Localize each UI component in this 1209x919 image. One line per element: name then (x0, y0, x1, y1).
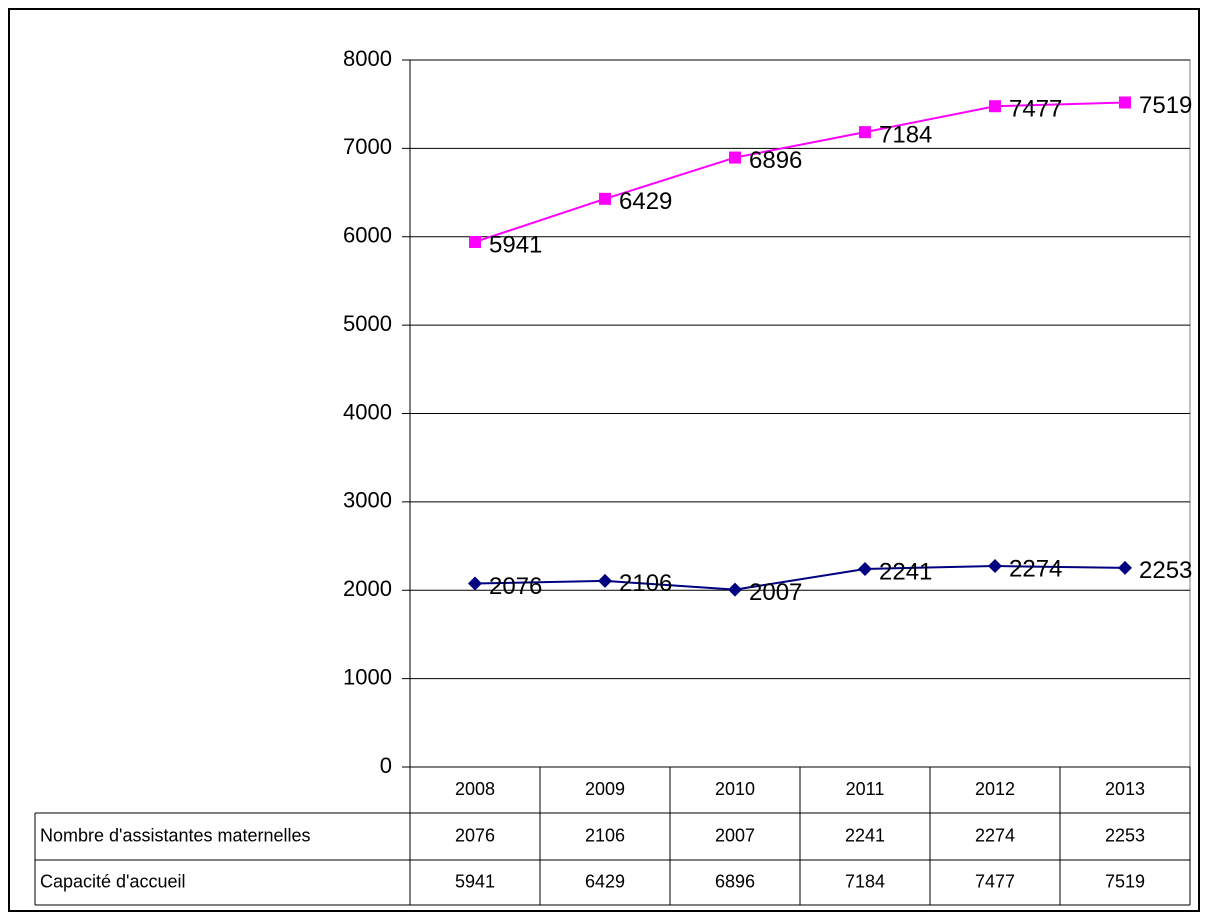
x-tick-label: 2009 (585, 779, 625, 799)
marker (859, 126, 871, 139)
marker (728, 582, 742, 597)
data-label: 2007 (749, 579, 802, 606)
table-cell: 6896 (715, 871, 755, 891)
table-cell: 7477 (975, 871, 1015, 891)
data-label: 2253 (1139, 557, 1192, 584)
table-cell: 2241 (845, 825, 885, 845)
y-tick-label: 7000 (343, 134, 392, 159)
table-cell: 7519 (1105, 871, 1145, 891)
y-tick-label: 4000 (343, 399, 392, 424)
data-label: 2274 (1009, 555, 1062, 582)
y-tick-label: 6000 (343, 223, 392, 248)
marker (469, 235, 481, 248)
marker (729, 151, 741, 164)
data-label: 2076 (489, 573, 542, 600)
marker (468, 576, 482, 591)
legend-label: Capacité d'accueil (40, 871, 186, 891)
marker (598, 573, 612, 588)
data-label: 5941 (489, 231, 542, 258)
legend-label: Nombre d'assistantes maternelles (40, 825, 311, 845)
data-label: 7184 (879, 121, 932, 148)
marker (1118, 560, 1132, 575)
marker (988, 559, 1002, 574)
y-tick-label: 0 (380, 753, 392, 778)
data-label: 6896 (749, 147, 802, 174)
marker (1119, 96, 1131, 109)
series-line (474, 101, 1126, 243)
table-cell: 5941 (455, 871, 495, 891)
data-label: 7477 (1009, 96, 1062, 123)
y-tick-label: 3000 (343, 488, 392, 513)
data-label: 7519 (1139, 92, 1192, 119)
y-tick-label: 5000 (343, 311, 392, 336)
x-tick-label: 2010 (715, 779, 755, 799)
marker (599, 192, 611, 205)
marker (989, 100, 1001, 113)
data-label: 6429 (619, 188, 672, 215)
table-cell: 7184 (845, 871, 885, 891)
data-label: 2241 (879, 558, 932, 585)
table-cell: 6429 (585, 871, 625, 891)
y-tick-label: 8000 (343, 46, 392, 71)
table-cell: 2253 (1105, 825, 1145, 845)
table-cell: 2106 (585, 825, 625, 845)
marker (858, 561, 872, 576)
x-tick-label: 2013 (1105, 779, 1145, 799)
table-cell: 2274 (975, 825, 1015, 845)
x-tick-label: 2008 (455, 779, 495, 799)
x-tick-label: 2012 (975, 779, 1015, 799)
y-tick-label: 2000 (343, 576, 392, 601)
table-cell: 2007 (715, 825, 755, 845)
table-cell: 2076 (455, 825, 495, 845)
data-label: 2106 (619, 570, 672, 597)
y-tick-label: 1000 (343, 664, 392, 689)
series-line (474, 565, 1126, 591)
x-tick-label: 2011 (846, 779, 885, 799)
